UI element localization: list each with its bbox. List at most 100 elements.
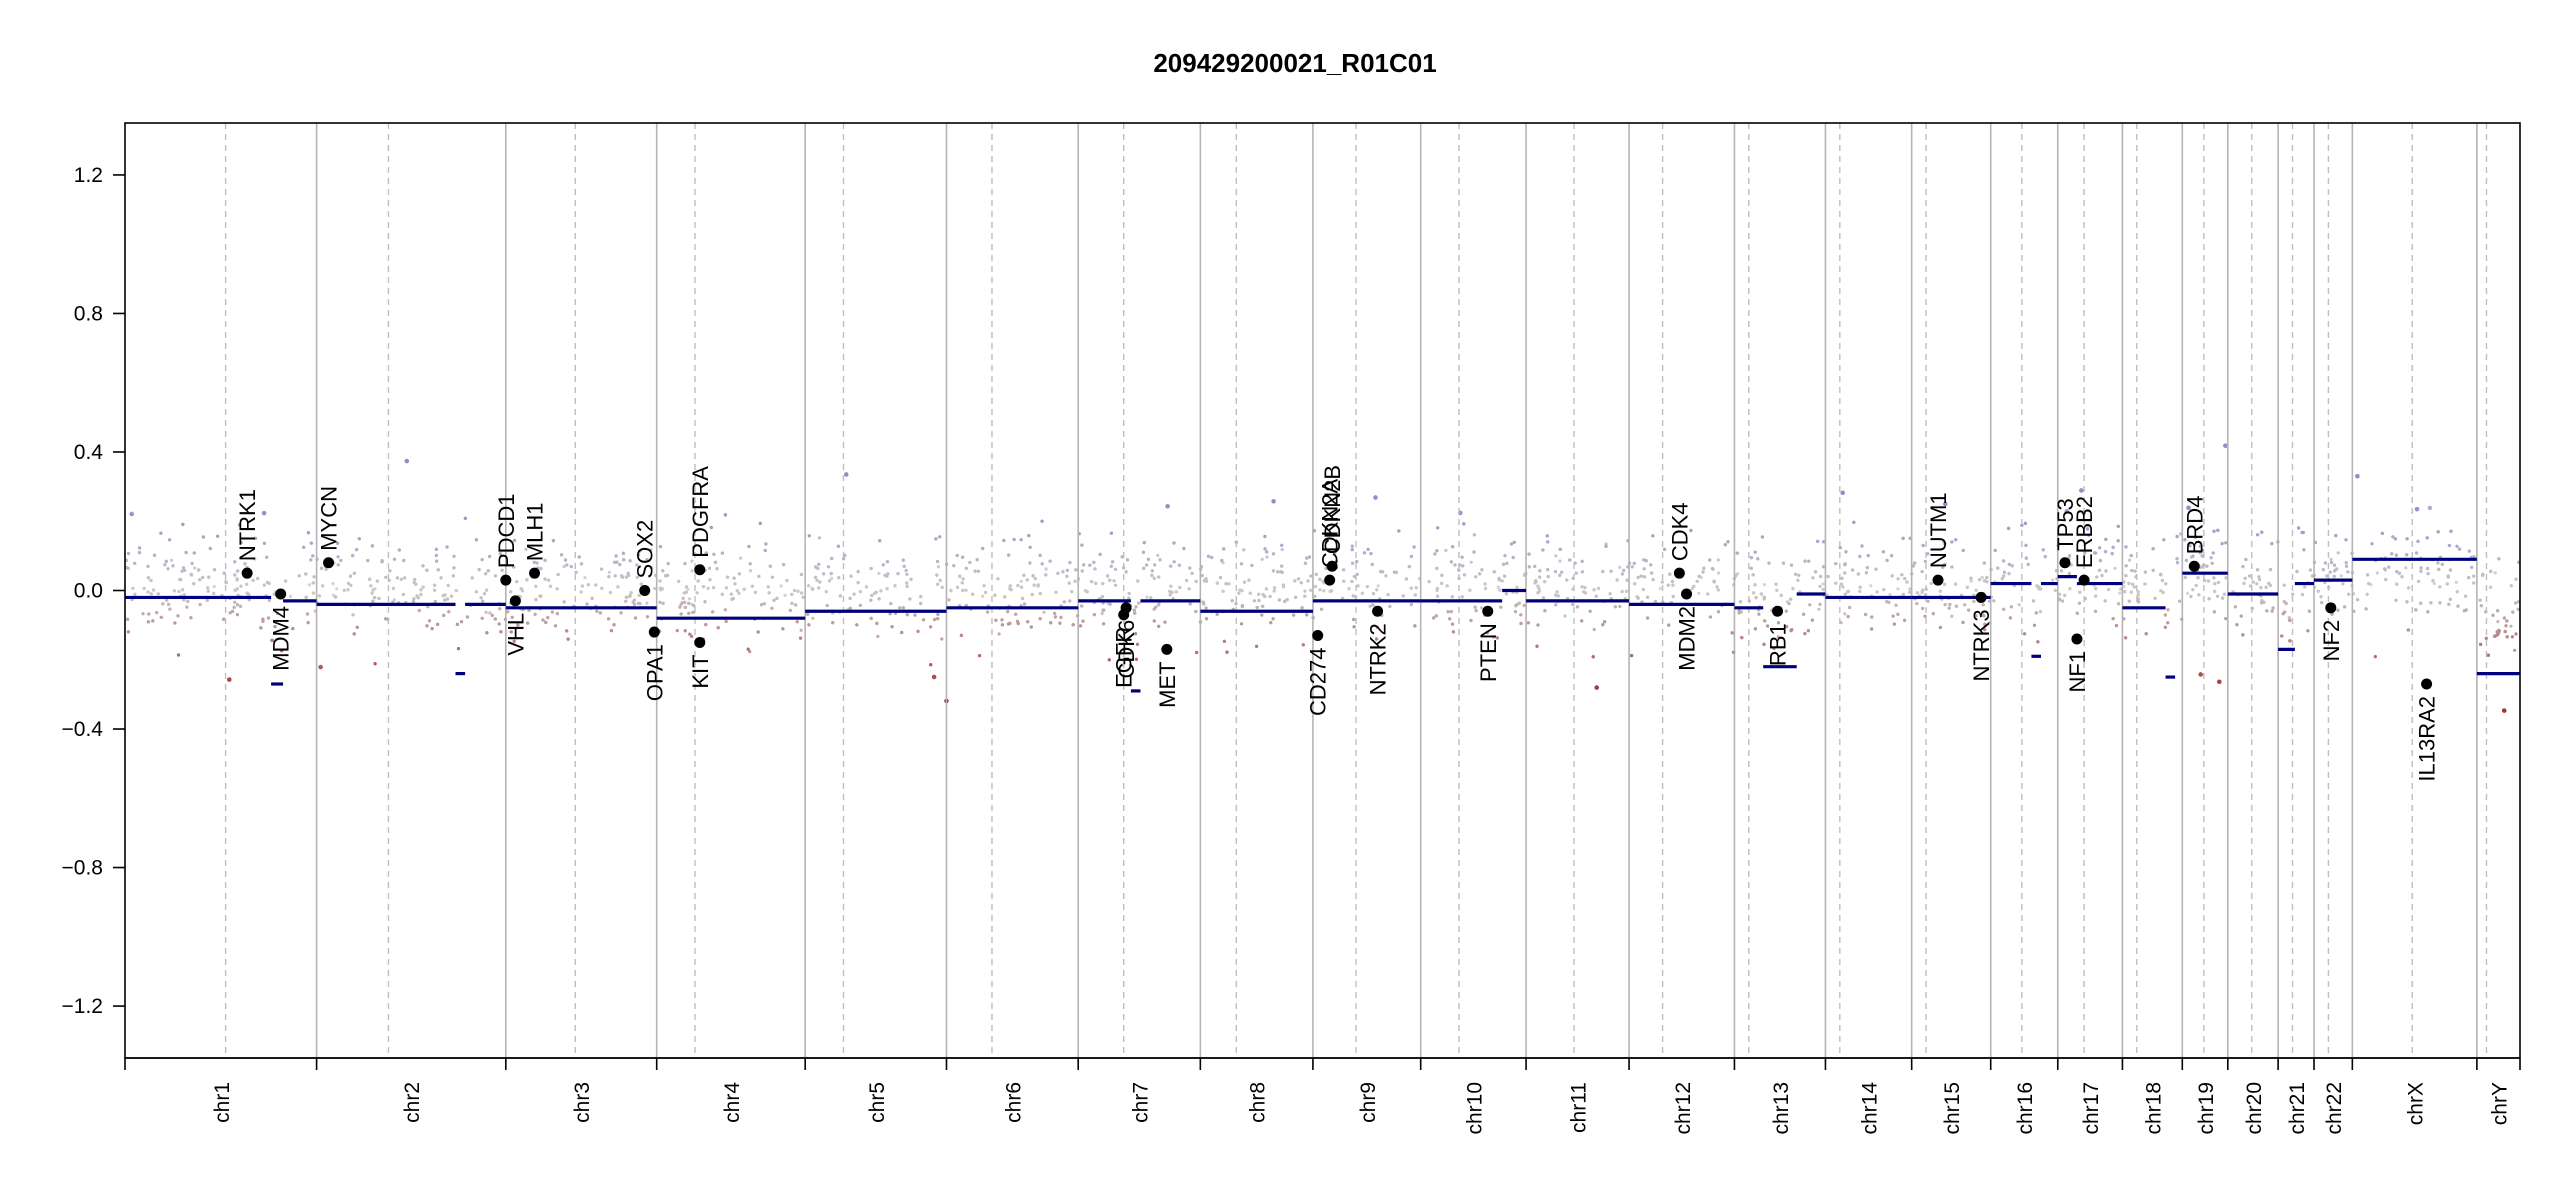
probe-point — [141, 612, 145, 616]
probe-point — [1022, 573, 1026, 577]
probe-point — [793, 588, 797, 593]
probe-point — [2104, 569, 2108, 573]
probe-point — [1604, 542, 1608, 546]
probe-point — [1444, 548, 1448, 552]
probe-point — [1028, 561, 1032, 565]
probe-point — [1450, 622, 1455, 626]
probe-point — [666, 562, 670, 566]
probe-point — [1371, 592, 1376, 596]
probe-point — [550, 610, 555, 614]
probe-point — [2103, 599, 2107, 603]
probe-point — [1027, 534, 1031, 538]
probe-point — [1774, 582, 1778, 586]
probe-point — [1840, 490, 1845, 495]
probe-point — [2436, 561, 2440, 565]
probe-point — [2493, 571, 2497, 575]
probe-point — [544, 620, 548, 625]
probe-point — [2400, 575, 2404, 579]
probe-point — [1031, 574, 1035, 578]
probe-point — [1594, 685, 1599, 690]
probe-point — [1649, 563, 1653, 567]
probe-point — [1695, 579, 1699, 583]
probe-point — [126, 617, 130, 621]
probe-point — [893, 584, 897, 588]
probe-point — [1639, 574, 1643, 578]
probe-point — [235, 613, 239, 617]
probe-point — [306, 531, 310, 535]
probe-point — [612, 623, 616, 627]
probe-point — [961, 555, 965, 559]
probe-point — [1512, 540, 1516, 544]
probe-point — [346, 588, 350, 592]
probe-point — [1146, 557, 1150, 561]
probe-point — [1152, 576, 1156, 580]
probe-point — [971, 592, 975, 596]
probe-point — [185, 605, 189, 609]
probe-point — [2387, 565, 2391, 569]
probe-point — [1789, 563, 1794, 567]
probe-point — [384, 575, 388, 579]
probe-point — [1866, 554, 1870, 558]
probe-point — [1078, 624, 1083, 628]
probe-point — [1285, 598, 1289, 602]
probe-point — [1536, 623, 1540, 627]
probe-point — [1580, 585, 1584, 589]
probe-point — [159, 531, 163, 535]
probe-point — [873, 591, 877, 595]
probe-point — [2159, 589, 2163, 593]
probe-point — [2175, 557, 2179, 561]
probe-point — [267, 598, 271, 603]
probe-point — [583, 576, 587, 580]
probe-point — [2059, 569, 2064, 573]
probe-point — [817, 586, 821, 590]
probe-point — [748, 562, 752, 566]
probe-point — [2425, 536, 2429, 540]
probe-point — [553, 624, 558, 628]
probe-point — [1762, 583, 1767, 587]
probe-point — [261, 510, 267, 516]
probe-point — [1154, 605, 1158, 609]
probe-point — [1003, 595, 1007, 599]
probe-point — [126, 566, 130, 570]
probe-point — [1407, 565, 1411, 569]
probe-point — [1384, 574, 1388, 578]
probe-point — [795, 620, 799, 624]
probe-point — [1273, 586, 1277, 590]
probe-point — [1008, 621, 1012, 626]
probe-point — [417, 608, 421, 613]
probe-point — [1583, 586, 1587, 590]
probe-point — [380, 560, 384, 564]
probe-point — [585, 602, 589, 606]
probe-point — [193, 566, 197, 570]
probe-point — [1775, 588, 1779, 592]
probe-point — [2107, 587, 2111, 592]
probe-point — [1791, 587, 1795, 591]
probe-point — [890, 625, 894, 629]
probe-point — [2470, 565, 2474, 569]
probe-point — [534, 598, 538, 602]
probe-point — [2243, 576, 2247, 580]
probe-point — [391, 586, 395, 591]
probe-point — [580, 584, 585, 588]
probe-point — [1851, 568, 1855, 572]
probe-point — [830, 576, 834, 581]
probe-point — [838, 594, 842, 598]
probe-point — [1701, 570, 1705, 574]
probe-point — [1538, 569, 1542, 573]
probe-point — [307, 583, 311, 587]
probe-point — [351, 554, 355, 558]
probe-point — [1088, 563, 1092, 567]
probe-point — [439, 576, 443, 580]
probe-point — [1053, 615, 1057, 619]
probe-point — [262, 541, 266, 545]
probe-point — [1303, 589, 1307, 593]
probe-point — [1938, 625, 1942, 630]
probe-point — [212, 568, 217, 572]
probe-point — [2023, 521, 2027, 526]
probe-point — [138, 546, 142, 550]
probe-point — [1885, 558, 1889, 563]
probe-point — [1182, 546, 1186, 551]
probe-point — [1101, 582, 1105, 586]
probe-point — [1874, 567, 1878, 571]
probe-point — [2110, 552, 2114, 556]
